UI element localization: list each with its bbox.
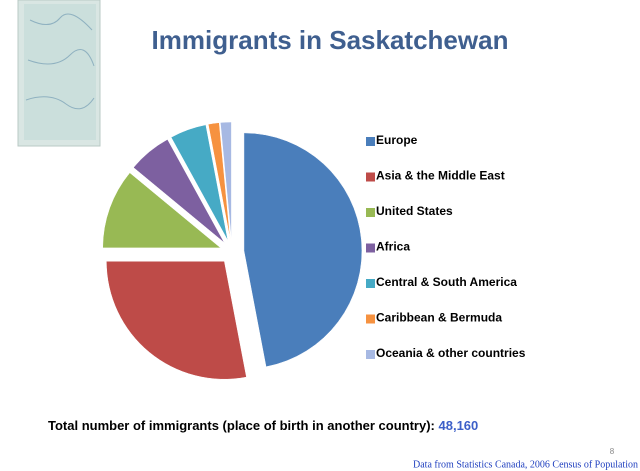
total-value: 48,160 <box>439 418 479 433</box>
legend-swatch <box>366 243 375 253</box>
legend-label: Caribbean & Bermuda <box>376 311 502 325</box>
total-line: Total number of immigrants (place of bir… <box>48 418 478 433</box>
pie <box>102 121 363 380</box>
total-label: Total number of immigrants (place of bir… <box>48 418 439 433</box>
map-lines <box>25 13 95 110</box>
map-image <box>17 0 101 147</box>
map-region <box>24 4 96 140</box>
legend-swatch <box>366 137 375 146</box>
source: Data from Statistics Canada, 2006 Census… <box>413 459 638 470</box>
legend-label: Central & South America <box>376 275 517 289</box>
legend-swatch <box>366 350 375 359</box>
legend-swatch <box>366 314 375 324</box>
pie-slice <box>106 260 247 380</box>
pie-slice <box>243 132 363 368</box>
legend-swatch <box>366 279 375 288</box>
legend: Europe Asia & the Middle East United State… <box>366 133 526 360</box>
legend-label: United States <box>376 204 453 218</box>
legend-label: Asia & the Middle East <box>376 169 505 183</box>
legend-label: Europe <box>376 133 418 147</box>
pie-slice <box>220 121 232 241</box>
chart-title: Immigrants in Saskatchewan <box>152 25 509 55</box>
pie-slice <box>133 139 225 243</box>
pie-slice <box>102 172 222 249</box>
pie-slice <box>170 124 229 241</box>
legend-swatch <box>366 208 375 217</box>
legend-swatch <box>366 172 375 182</box>
legend-label: Africa <box>376 240 410 254</box>
pie-slice <box>207 122 231 241</box>
legend-label: Oceania & other countries <box>376 346 526 360</box>
slide-number: 8 <box>610 447 615 456</box>
